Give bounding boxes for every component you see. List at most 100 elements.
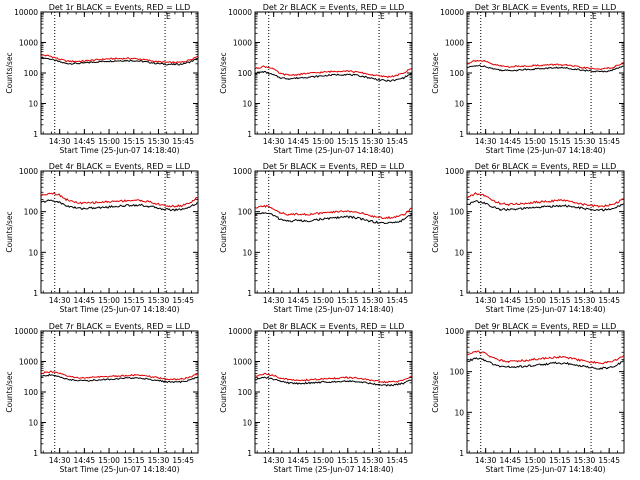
panel-7-lld-point <box>49 371 51 373</box>
panel-8-events-point <box>386 385 388 386</box>
panel-4-events-point <box>57 201 59 203</box>
panel-5-events-point <box>403 219 405 221</box>
panel-8-events-point <box>279 380 281 382</box>
panel-2-lld-point <box>304 73 306 75</box>
panel-8-x-label: Start Time (25-Jun-07 14:18:40) <box>274 465 394 474</box>
panel-8-events-point <box>403 382 405 384</box>
panel-1-events-point <box>140 60 141 62</box>
panel-7-y-tick-label: 10 <box>28 419 38 428</box>
panel-5-events-point <box>345 216 347 218</box>
panel-5-lld-point <box>296 213 298 214</box>
panel-7-events-point <box>123 378 125 379</box>
panel-1-frame <box>40 11 199 135</box>
panel-3-y-tick-label: 1000 <box>445 39 464 48</box>
panel-4-events-point <box>98 207 100 209</box>
panel-8-events-point <box>329 381 331 383</box>
panel-4-frame <box>40 170 199 294</box>
panel-9-x-tick-label: 15:15 <box>549 456 571 465</box>
panel-5-events-point <box>312 219 314 221</box>
panel-1-lld-point <box>156 61 158 63</box>
panel-7-x-label: Start Time (25-Jun-07 14:18:40) <box>60 465 180 474</box>
panel-9-lld-point <box>557 356 559 358</box>
panel-2-series-events <box>255 70 412 82</box>
panel-3-title: Det 3r BLACK = Events, RED = LLD <box>475 3 617 12</box>
panel-8-lld-point <box>271 374 273 376</box>
panel-7-events-point <box>181 381 182 383</box>
panel-1-lld-point <box>123 58 125 59</box>
panel-2-lld-point <box>378 75 380 77</box>
panel-5-events-point <box>378 222 380 223</box>
panel-4-lld-point <box>181 205 182 207</box>
panel-7-y-label: Counts/sec <box>5 371 14 412</box>
panel-6-lld-point <box>582 203 584 205</box>
panel-5-y-tick-label: 10 <box>242 248 252 257</box>
panel-3-lld-point <box>607 68 608 69</box>
panel-8-lld-point <box>354 377 355 379</box>
panel-8-x-tick-label: 15:30 <box>362 456 384 465</box>
panel-6-lld-point <box>590 205 592 207</box>
panel-2-events-point <box>403 77 405 79</box>
panel-5-x-tick-label: 15:45 <box>386 296 408 305</box>
panel-5-series-events <box>255 211 412 225</box>
panel-6-lld-point <box>607 205 608 207</box>
panel-1-lld-point <box>82 60 84 62</box>
panel-7-events-point <box>189 379 191 381</box>
panel-7-y-tick-label: 1000 <box>19 358 38 367</box>
panel-8-lld-point <box>395 381 396 383</box>
panel-5-events-point <box>271 214 273 215</box>
panel-7-x-tick-label: 15:15 <box>123 456 145 465</box>
panel-4-events-point <box>196 202 198 204</box>
panel-4-x-tick-label: 15:00 <box>98 296 120 305</box>
panel-2-events-point <box>279 77 281 79</box>
panel-8-events-point <box>296 383 298 384</box>
panel-3-lld-point <box>533 65 534 66</box>
panel-5-frame <box>254 170 413 294</box>
panel-6-lld-point <box>566 200 567 202</box>
panel-5-lld-point <box>354 211 355 213</box>
panel-2-lld-point <box>362 72 363 74</box>
panel-4-series-events <box>41 199 198 212</box>
panel-5-events-point <box>410 214 412 215</box>
panel-2-events-point <box>362 75 363 77</box>
panel-3-events-point <box>541 68 543 69</box>
panel-6-y-tick-label: 100 <box>450 208 465 217</box>
panel-9-lld-point <box>566 357 567 358</box>
panel-7-events-point <box>90 380 92 381</box>
panel-1-events-point <box>74 63 75 64</box>
panel-1-lld-point <box>131 58 133 59</box>
panel-7-frame <box>40 330 199 454</box>
panel-5-lld-point <box>370 215 372 217</box>
panel-1-x-tick-label: 15:30 <box>148 137 170 146</box>
panel-4: 1 10 100 1000 14:30 14:45 15:00 15:15 15:30 15:45… <box>5 162 199 314</box>
panel-2-lld-point <box>255 68 256 69</box>
panel-6-lld-point <box>524 203 526 204</box>
panel-2-title: Det 2r BLACK = Events, RED = LLD <box>263 3 405 12</box>
panel-8-events-point <box>288 382 289 384</box>
panel-4-x-tick-label: 15:30 <box>148 296 170 305</box>
panel-1-lld-point <box>172 62 174 63</box>
panel-1-lld-point <box>196 56 198 57</box>
panel-1-events-point <box>98 61 100 63</box>
panel-5-events-point <box>263 212 265 214</box>
panel-3-lld-point <box>622 62 624 63</box>
panel-4-lld-point <box>82 203 84 204</box>
panel-1-lld-point <box>90 59 92 61</box>
panel-8-events-point <box>345 380 347 382</box>
panel-1-lld-point <box>49 55 51 57</box>
panel-5-lld-point <box>255 208 256 209</box>
panel-4-y-label: Counts/sec <box>5 211 14 252</box>
panel-1-x-label: Start Time (25-Jun-07 14:18:40) <box>60 146 180 155</box>
panel-7-x-tick-label: 15:45 <box>172 456 194 465</box>
panel-3-lld-point <box>598 68 600 70</box>
panel-5-events-point <box>321 218 322 220</box>
panel-4-lld-point <box>156 203 158 205</box>
panel-3-series-lld <box>467 59 624 71</box>
panel-1-series-lld <box>41 54 198 64</box>
panel-6-annotation: E <box>592 171 597 180</box>
panel-7-events-point <box>41 375 42 377</box>
panel-9-events-point <box>541 364 543 365</box>
panel-9-events-point <box>607 367 608 369</box>
panel-3-y-tick-label: 10 <box>454 100 464 109</box>
panel-3-lld-point <box>541 64 543 66</box>
panel-9: 1 10 100 1000 14:30 14:45 15:00 15:15 15:30 15:45… <box>431 322 625 474</box>
